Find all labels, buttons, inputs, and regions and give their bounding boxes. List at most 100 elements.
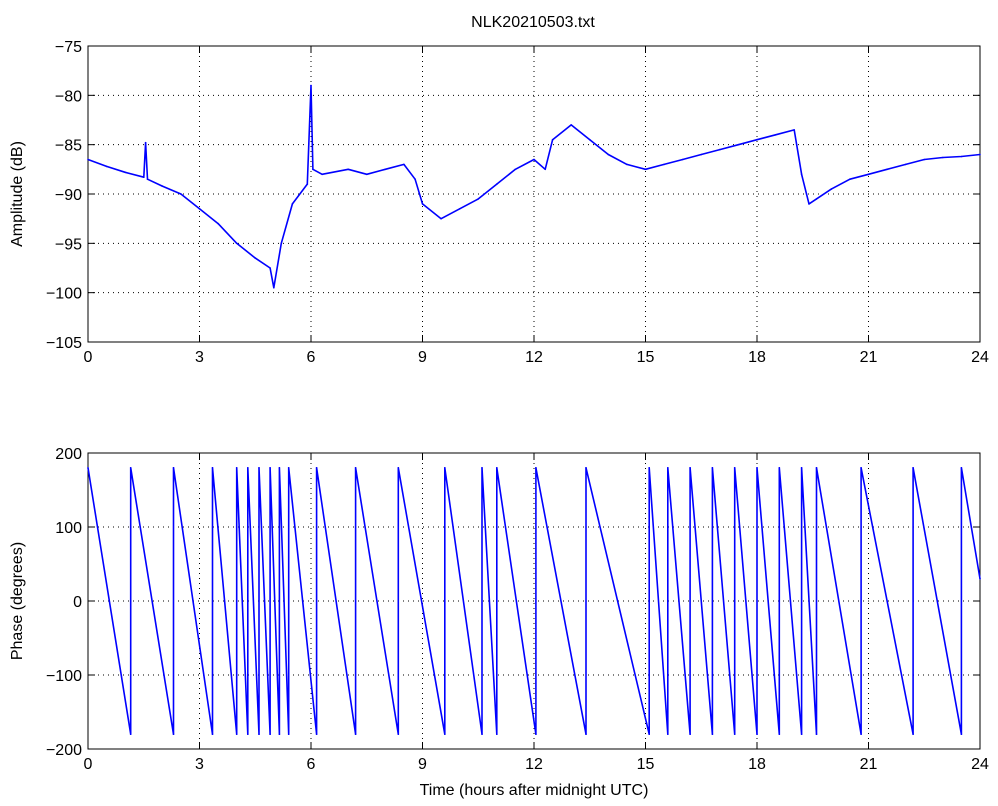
phase-data-point — [444, 733, 446, 735]
phase-x-axis-label: Time (hours after midnight UTC) — [420, 782, 649, 799]
phase-ticks: 0 3 6 9 12 15 18 21 24 200 100 0 −100 −200 — [46, 446, 989, 773]
phase-data-point — [172, 733, 175, 735]
x-tick-label: 6 — [307, 756, 316, 773]
amplitude-data-point — [867, 173, 870, 176]
phase-data-point — [756, 733, 758, 735]
x-tick-label: 15 — [637, 756, 655, 773]
amplitude-data-point — [421, 203, 424, 205]
amplitude-data-point — [198, 208, 201, 210]
x-tick-label: 18 — [748, 756, 766, 773]
amplitude-data-point — [700, 153, 703, 156]
amplitude-data-point — [815, 198, 818, 200]
phase-data-point — [689, 733, 691, 735]
phase-data-point — [756, 467, 758, 469]
amplitude-data-point — [886, 168, 888, 171]
phase-data-point — [258, 467, 260, 469]
phase-data-point — [278, 467, 281, 469]
x-tick-label: 12 — [525, 349, 543, 366]
phase-data-point — [912, 467, 914, 469]
phase-data-point — [778, 733, 781, 735]
amplitude-data-point — [719, 148, 721, 151]
amplitude-data-point — [496, 183, 498, 185]
amplitude-data-point — [280, 242, 283, 245]
phase-data-point — [315, 733, 318, 735]
y-tick-label: −85 — [55, 138, 82, 155]
y-tick-label: 200 — [55, 446, 82, 463]
amplitude-data-point — [756, 138, 758, 141]
amplitude-series-group — [87, 84, 981, 289]
phase-data-point — [481, 733, 483, 735]
phase-data-point — [800, 467, 803, 469]
amplitude-data-point — [979, 153, 981, 156]
amplitude-data-point — [681, 158, 684, 161]
phase-data-point — [800, 733, 803, 735]
amplitude-data-point — [180, 193, 182, 195]
amplitude-grid — [88, 46, 980, 342]
phase-data-point — [733, 733, 736, 735]
y-tick-label: −95 — [55, 236, 82, 253]
x-tick-label: 18 — [748, 349, 766, 366]
y-tick-label: −75 — [55, 39, 82, 56]
amplitude-data-point — [551, 138, 554, 141]
amplitude-data-point — [800, 173, 803, 176]
amplitude-data-point — [403, 163, 405, 166]
amplitude-data-point — [514, 168, 517, 171]
phase-data-point — [648, 733, 650, 735]
phase-data-point — [535, 467, 537, 469]
x-tick-label: 12 — [525, 756, 543, 773]
phase-data-point — [667, 467, 669, 469]
phase-data-point — [247, 733, 249, 735]
amplitude-data-point — [124, 171, 126, 174]
phase-data-point — [960, 467, 963, 469]
y-tick-label: −100 — [46, 286, 82, 303]
phase-data-point — [535, 733, 537, 735]
phase-panel: 0 3 6 9 12 15 18 21 24 200 100 0 −100 −200 Phase (deg… — [9, 446, 989, 799]
x-tick-label: 6 — [307, 349, 316, 366]
amplitude-data-point — [477, 198, 480, 200]
amplitude-data-point — [384, 168, 387, 171]
phase-data-point — [129, 467, 132, 469]
phase-data-point — [211, 467, 214, 469]
phase-data-point — [444, 467, 446, 469]
phase-y-axis-label: Phase (degrees) — [9, 542, 26, 660]
amplitude-data-point — [589, 138, 591, 141]
phase-data-point — [815, 733, 818, 735]
y-tick-label: 0 — [73, 594, 82, 611]
phase-data-point — [585, 467, 587, 469]
phase-data-point — [667, 733, 669, 735]
amplitude-y-axis-label: Amplitude (dB) — [9, 141, 26, 247]
phase-data-point — [211, 733, 214, 735]
amplitude-data-point — [737, 143, 740, 146]
phase-data-point — [315, 467, 318, 469]
phase-data-point — [235, 733, 238, 735]
amplitude-data-point — [570, 124, 572, 126]
phase-data-point — [129, 733, 132, 735]
chart-title: NLK20210503.txt — [471, 14, 595, 31]
amplitude-data-point — [849, 178, 851, 180]
phase-data-point — [648, 467, 650, 469]
amplitude-data-point — [143, 176, 145, 178]
phase-data-point — [912, 733, 914, 735]
y-tick-label: −90 — [55, 187, 82, 204]
x-tick-label: 3 — [195, 756, 204, 773]
amplitude-data-point — [291, 203, 294, 205]
x-tick-label: 9 — [418, 756, 427, 773]
amplitude-data-point — [663, 163, 665, 166]
phase-data-point — [733, 467, 736, 469]
x-tick-label: 0 — [84, 349, 93, 366]
y-tick-label: −100 — [46, 668, 82, 685]
amplitude-data-point — [312, 168, 314, 171]
phase-data-point — [269, 467, 271, 469]
amplitude-data-point — [440, 217, 442, 220]
amplitude-data-point — [217, 222, 219, 225]
amplitude-ticks: 0 3 6 9 12 15 18 21 24 −75 −80 −85 −90 −95 −100 −105 — [46, 39, 989, 366]
phase-data-point — [711, 467, 714, 469]
amplitude-data-point — [269, 267, 271, 269]
phase-data-point — [860, 467, 862, 469]
phase-data-point — [689, 467, 691, 469]
amplitude-data-point — [306, 183, 309, 185]
phase-data-point — [354, 733, 357, 735]
phase-series-group — [87, 466, 981, 736]
